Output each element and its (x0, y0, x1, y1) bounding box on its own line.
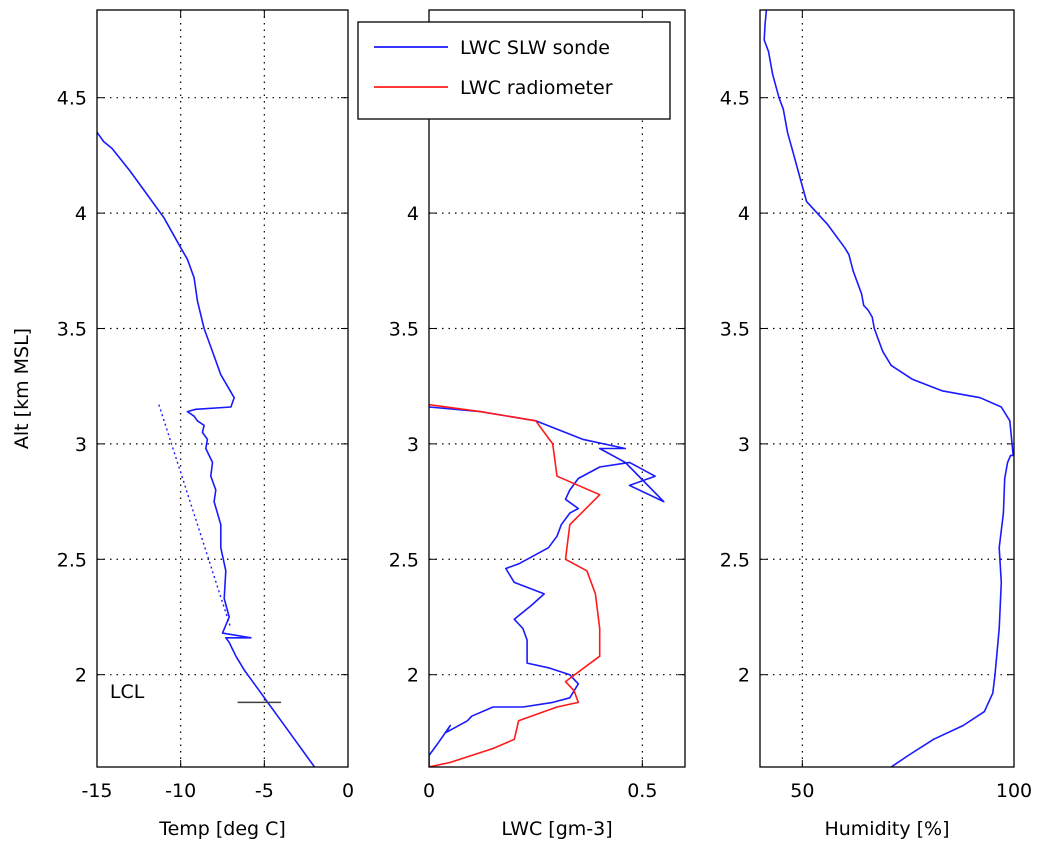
axes-frame (96, 9, 349, 768)
series-1-2 (158, 404, 232, 629)
series-1-1 (97, 131, 316, 767)
y-tick-label: 2 (738, 665, 750, 687)
data-layer (763, 10, 1014, 767)
y-tick-label: 2.5 (389, 549, 419, 571)
x-axis-label: Temp [deg C] (158, 818, 286, 840)
chart-panel-1: LCL -15 -10 -5 0 2 2.5 3 3.5 4 4.5 Temp [deg C] Alt … (11, 9, 354, 840)
legend-label: LWC SLW sonde (460, 37, 610, 59)
x-tick-label: 50 (790, 780, 814, 802)
series-lwc-slw-sonde (429, 406, 665, 767)
x-tick-label: -15 (81, 780, 112, 802)
y-tick-label: 4 (407, 203, 419, 225)
y-tick-label: 3.5 (389, 318, 419, 340)
series-3-1 (763, 10, 1014, 767)
y-tick-label: 4 (738, 203, 750, 225)
data-layer (429, 403, 665, 767)
y-tick-label: 3 (738, 434, 750, 456)
y-tick-label: 4 (75, 203, 87, 225)
x-tick-label: 0 (342, 780, 354, 802)
chart-panel-3: 50 100 2 2.5 3 3.5 4 4.5 Humidity [%] (720, 9, 1032, 840)
x-axis-label: Humidity [%] (824, 818, 949, 840)
y-tick-label: 2 (75, 665, 87, 687)
y-tick-label: 3.5 (57, 318, 87, 340)
y-axis-label: Alt [km MSL] (11, 328, 33, 449)
y-tick-label: 2.5 (720, 549, 750, 571)
data-layer (97, 131, 316, 767)
x-tick-label: -5 (255, 780, 274, 802)
y-tick-label: 2 (407, 665, 419, 687)
x-tick-label: 0 (423, 780, 435, 802)
legend-label: LWC radiometer (460, 77, 613, 99)
y-tick-label: 3 (407, 434, 419, 456)
y-tick-label: 4.5 (57, 88, 87, 110)
y-tick-label: 3 (75, 434, 87, 456)
chart-legend: LWC SLW sonde LWC radiometer (357, 21, 671, 120)
axes-frame (759, 9, 1015, 768)
x-tick-label: -10 (165, 780, 196, 802)
y-tick-label: 3.5 (720, 318, 750, 340)
axes-frame (428, 9, 686, 768)
x-tick-label: 100 (996, 780, 1032, 802)
legend-box (357, 21, 671, 120)
series-lwc-radiometer (429, 403, 601, 767)
annotation-label: LCL (110, 681, 145, 703)
x-tick-label: 0.5 (627, 780, 657, 802)
chart-panel-2: 0 0.5 2 2.5 3 3.5 4 LWC [gm-3] (389, 9, 686, 840)
x-axis-label: LWC [gm-3] (501, 818, 612, 840)
y-tick-label: 4.5 (720, 88, 750, 110)
y-tick-label: 2.5 (57, 549, 87, 571)
